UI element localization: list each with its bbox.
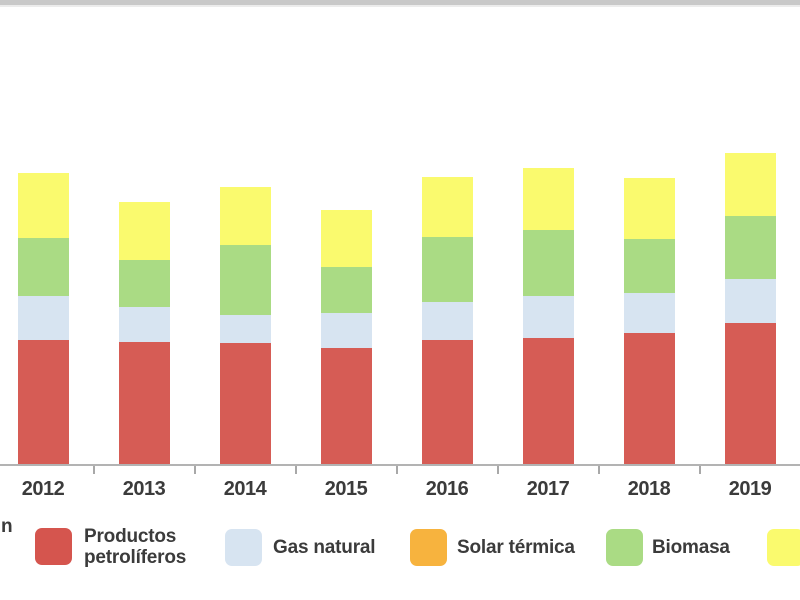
bar-segment-productos-petroliferos-2016 [421,340,473,464]
bar-segment-biomasa-2016 [421,237,473,302]
x-axis-label-2017: 2017 [526,478,570,500]
bar-2013 [118,202,170,464]
x-axis-label-2019: 2019 [728,478,772,500]
bar-segment-gas-natural-2014 [219,315,271,343]
window-edge-strip [0,0,800,7]
bar-segment-productos-petroliferos-2015 [320,348,372,464]
bar-segment-biomasa-2014 [219,245,271,315]
bar-2017 [522,168,574,464]
x-axis-label-2012: 2012 [21,478,65,500]
legend-swatch-solar-termica [410,529,447,566]
bar-segment-biomasa-2015 [320,267,372,313]
bar-segment-productos-petroliferos-2017 [522,338,574,464]
bar-2014 [219,187,271,464]
x-axis-tick [597,466,600,474]
bar-segment-gas-natural-2019 [724,279,776,323]
legend-label-productos-petroliferos: Productos petrolíferos [84,526,187,568]
bar-segment-unlabeled-2016 [421,177,473,237]
x-axis-label-2013: 2013 [122,478,166,500]
x-axis-label-2018: 2018 [627,478,671,500]
legend-label-partial-cutoff: n [1,516,13,537]
x-axis-tick [395,466,398,474]
bar-segment-biomasa-2019 [724,216,776,279]
legend-label-gas-natural: Gas natural [273,537,376,558]
bar-segment-biomasa-2012 [17,238,69,296]
bar-segment-unlabeled-2015 [320,210,372,267]
legend-label-biomasa: Biomasa [652,537,730,558]
bar-segment-unlabeled-2018 [623,178,675,239]
legend-swatch-gas-natural [225,529,262,566]
bar-segment-biomasa-2018 [623,239,675,293]
x-axis-tick [294,466,297,474]
bar-segment-productos-petroliferos-2018 [623,333,675,464]
bar-segment-unlabeled-2014 [219,187,271,245]
bar-segment-unlabeled-2013 [118,202,170,260]
bar-segment-gas-natural-2012 [17,296,69,340]
legend-swatch-biomasa [606,529,643,566]
bar-segment-biomasa-2017 [522,230,574,296]
x-axis-label-2016: 2016 [425,478,469,500]
bar-segment-gas-natural-2013 [118,307,170,342]
x-axis-tick [496,466,499,474]
x-axis-tick [193,466,196,474]
legend-label-solar-termica: Solar térmica [457,537,575,558]
bar-segment-unlabeled-2017 [522,168,574,230]
legend: n Productos petrolíferos Gas natural Sol… [0,510,800,600]
bar-segment-productos-petroliferos-2019 [724,323,776,464]
bar-segment-productos-petroliferos-2012 [17,340,69,464]
bar-segment-gas-natural-2017 [522,296,574,338]
bar-segment-productos-petroliferos-2014 [219,343,271,464]
bar-segment-gas-natural-2015 [320,313,372,348]
bar-2015 [320,210,372,464]
x-axis-line [0,464,800,466]
bar-segment-productos-petroliferos-2013 [118,342,170,464]
bar-segment-biomasa-2013 [118,260,170,307]
legend-swatch-productos-petroliferos [35,528,72,565]
x-axis-tick [698,466,701,474]
bar-segment-gas-natural-2016 [421,302,473,340]
bar-segment-unlabeled-2019 [724,153,776,216]
legend-swatch-cutoff-yellow [767,529,800,566]
bar-2018 [623,178,675,464]
x-axis-label-2014: 2014 [223,478,267,500]
bar-2019 [724,153,776,464]
bar-2016 [421,177,473,464]
x-axis-label-2015: 2015 [324,478,368,500]
bar-segment-gas-natural-2018 [623,293,675,333]
x-axis-tick [92,466,95,474]
bar-2012 [17,173,69,464]
bar-segment-unlabeled-2012 [17,173,69,238]
